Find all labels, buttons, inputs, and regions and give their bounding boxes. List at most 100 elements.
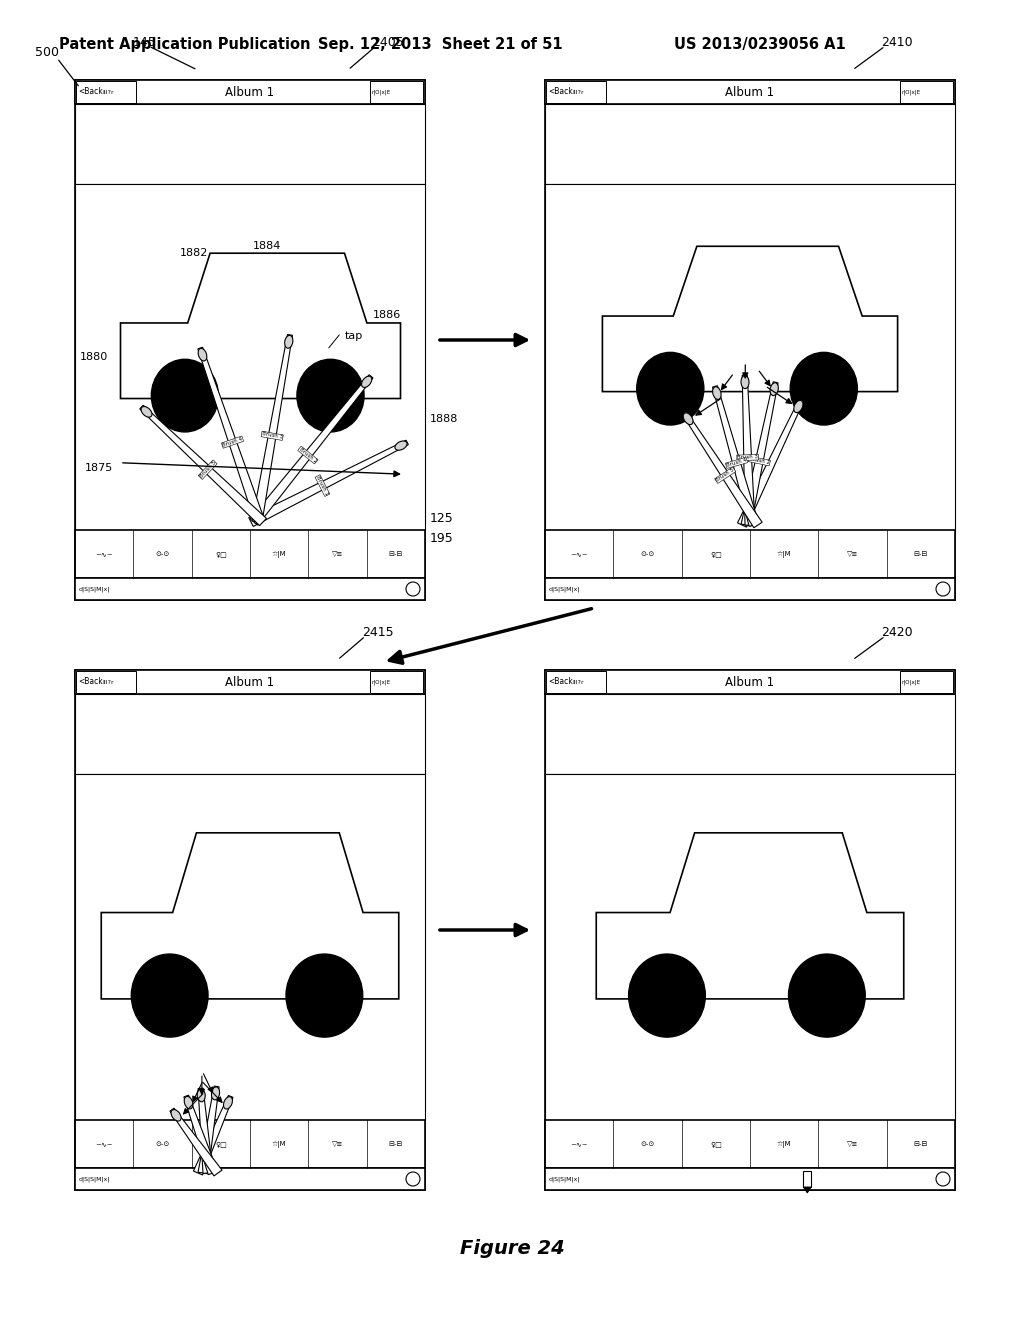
Bar bbox=[545, 774, 955, 1119]
Polygon shape bbox=[741, 381, 778, 525]
Text: Brush 3: Brush 3 bbox=[737, 454, 758, 461]
Bar bbox=[75, 1119, 425, 1168]
Text: ▽≡: ▽≡ bbox=[332, 1140, 343, 1147]
Text: Brush 5: Brush 5 bbox=[715, 467, 735, 483]
Circle shape bbox=[406, 582, 420, 597]
Text: <Back: <Back bbox=[548, 87, 572, 96]
Polygon shape bbox=[252, 334, 293, 523]
Text: ☆|M: ☆|M bbox=[777, 1140, 792, 1147]
Polygon shape bbox=[184, 1096, 218, 1175]
Bar bbox=[546, 671, 606, 693]
Text: r|O|x|E: r|O|x|E bbox=[372, 680, 391, 685]
Text: Album 1: Album 1 bbox=[225, 86, 274, 99]
Bar bbox=[545, 104, 955, 183]
Polygon shape bbox=[249, 440, 409, 527]
Ellipse shape bbox=[141, 407, 152, 417]
Polygon shape bbox=[198, 1088, 213, 1173]
Text: 2405: 2405 bbox=[373, 36, 404, 49]
Text: ☆|M: ☆|M bbox=[271, 1140, 287, 1147]
Polygon shape bbox=[682, 412, 762, 528]
Text: ♀□: ♀□ bbox=[710, 550, 722, 557]
Text: <Back: <Back bbox=[78, 87, 102, 96]
Text: r|O|x|E: r|O|x|E bbox=[902, 90, 922, 95]
Polygon shape bbox=[198, 347, 265, 524]
Bar bbox=[75, 671, 425, 694]
Text: ⊟-⊟: ⊟-⊟ bbox=[913, 1140, 928, 1147]
Text: 2410: 2410 bbox=[882, 36, 912, 49]
Ellipse shape bbox=[131, 954, 208, 1038]
Text: ~∿~: ~∿~ bbox=[570, 550, 588, 557]
Bar bbox=[546, 81, 606, 103]
Text: 1884: 1884 bbox=[253, 242, 282, 251]
Text: ⊟-⊟: ⊟-⊟ bbox=[389, 1140, 403, 1147]
Bar bbox=[545, 671, 955, 694]
Text: 2420: 2420 bbox=[882, 626, 912, 639]
Ellipse shape bbox=[211, 1086, 219, 1100]
Text: 500: 500 bbox=[35, 45, 59, 58]
Text: Figure 24: Figure 24 bbox=[460, 1238, 564, 1258]
Text: d|S|S|M|x|: d|S|S|M|x| bbox=[79, 586, 111, 591]
Bar bbox=[75, 1168, 425, 1191]
Text: Album 1: Album 1 bbox=[725, 676, 774, 689]
Text: ⊙-⊙: ⊙-⊙ bbox=[156, 1140, 170, 1147]
Text: <Back: <Back bbox=[548, 677, 572, 686]
Text: ▽≡: ▽≡ bbox=[847, 1140, 858, 1147]
Text: r|O|x|E: r|O|x|E bbox=[372, 90, 391, 95]
Ellipse shape bbox=[199, 348, 207, 360]
Bar bbox=[370, 671, 423, 693]
Bar bbox=[75, 671, 425, 1191]
Bar bbox=[75, 183, 425, 531]
Bar bbox=[545, 183, 955, 531]
Circle shape bbox=[936, 1172, 950, 1185]
Ellipse shape bbox=[171, 1110, 181, 1121]
Text: ♀□: ♀□ bbox=[710, 1140, 722, 1147]
Ellipse shape bbox=[788, 954, 865, 1038]
Text: Brush 4: Brush 4 bbox=[222, 437, 244, 447]
Text: III?r: III?r bbox=[102, 681, 114, 685]
Polygon shape bbox=[121, 253, 400, 399]
Bar bbox=[370, 81, 423, 103]
Polygon shape bbox=[596, 833, 904, 999]
Polygon shape bbox=[198, 1086, 219, 1173]
Polygon shape bbox=[170, 1109, 222, 1176]
Text: 2415: 2415 bbox=[362, 626, 393, 639]
Ellipse shape bbox=[770, 383, 778, 396]
Bar bbox=[545, 1168, 955, 1191]
Polygon shape bbox=[139, 405, 266, 525]
Bar bbox=[545, 81, 955, 104]
Ellipse shape bbox=[637, 352, 703, 425]
Ellipse shape bbox=[285, 335, 293, 348]
Ellipse shape bbox=[152, 359, 218, 432]
Text: Brush 4: Brush 4 bbox=[726, 458, 748, 469]
Ellipse shape bbox=[713, 387, 721, 400]
Bar bbox=[545, 694, 955, 774]
Text: ~∿~: ~∿~ bbox=[95, 1140, 113, 1147]
Text: ⊙-⊙: ⊙-⊙ bbox=[640, 550, 654, 557]
Text: 1882: 1882 bbox=[180, 248, 208, 259]
Bar bbox=[75, 774, 425, 1119]
Circle shape bbox=[406, 1172, 420, 1185]
Text: III?r: III?r bbox=[572, 91, 584, 95]
Ellipse shape bbox=[683, 413, 693, 425]
Bar bbox=[76, 671, 136, 693]
Text: Sep. 12, 2013  Sheet 21 of 51: Sep. 12, 2013 Sheet 21 of 51 bbox=[317, 37, 562, 53]
Text: Brush 1: Brush 1 bbox=[315, 475, 330, 496]
Text: Brush 2: Brush 2 bbox=[298, 446, 317, 463]
Polygon shape bbox=[101, 833, 398, 999]
Text: ⊟-⊟: ⊟-⊟ bbox=[913, 550, 928, 557]
Bar bbox=[900, 81, 953, 103]
Ellipse shape bbox=[741, 376, 749, 388]
Text: Album 1: Album 1 bbox=[225, 676, 274, 689]
Text: Brush 2: Brush 2 bbox=[749, 457, 770, 466]
Text: ☆|M: ☆|M bbox=[777, 550, 792, 558]
Bar bbox=[75, 531, 425, 578]
Ellipse shape bbox=[297, 359, 365, 432]
Text: US 2013/0239056 A1: US 2013/0239056 A1 bbox=[674, 37, 846, 53]
Bar bbox=[75, 81, 425, 104]
Text: ▽≡: ▽≡ bbox=[332, 550, 343, 557]
Text: Brush 5: Brush 5 bbox=[199, 461, 217, 479]
Polygon shape bbox=[737, 399, 804, 527]
Text: III?r: III?r bbox=[102, 91, 114, 95]
Text: Album 1: Album 1 bbox=[725, 86, 774, 99]
Bar bbox=[545, 671, 955, 1191]
